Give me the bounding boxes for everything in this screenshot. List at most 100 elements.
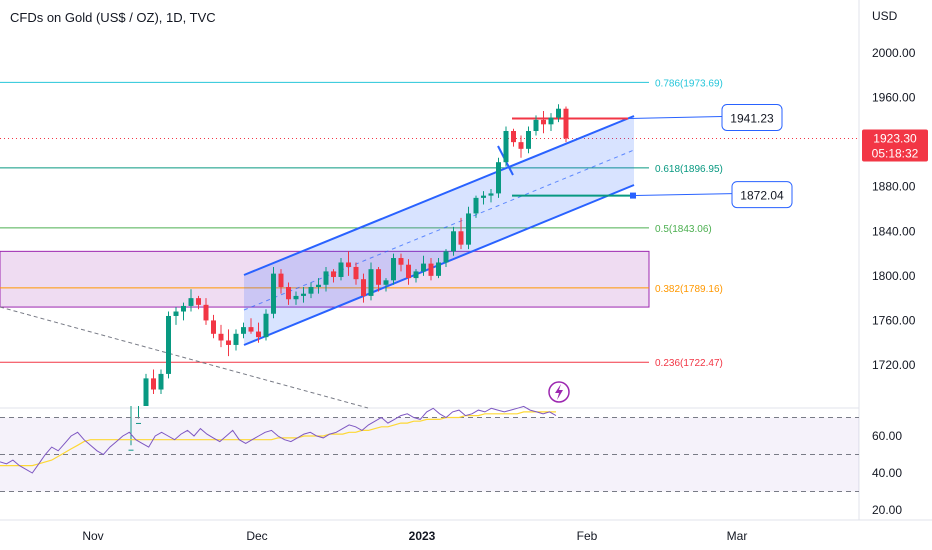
candle [436,258,441,279]
candle [556,104,561,123]
price-tick-label: 2000.00 [872,46,916,60]
candle [248,318,254,334]
fib-level-label: 0.618(1896.95) [655,164,723,175]
candlestick-series [128,104,569,451]
candle [541,110,546,134]
candle [443,249,449,267]
downtrend-line[interactable] [0,306,369,409]
candle [496,157,501,198]
candle [316,278,321,294]
candle [158,369,164,394]
callout-leader [632,193,733,197]
candle [128,406,134,451]
candle [166,311,171,379]
callout-label: 1872.04 [740,189,784,203]
candle [511,128,516,147]
last-price-value: 1923.30 [873,131,917,145]
currency-label: USD [872,9,898,23]
candle [548,113,554,131]
time-tick-label: Feb [577,529,598,543]
candle [293,291,299,305]
fib-level-label: 0.5(1843.06) [655,224,712,235]
candle [218,324,224,348]
candle [331,269,336,283]
lightning-icon[interactable] [548,381,570,403]
candle [398,253,404,272]
candle [188,289,194,312]
candle [376,266,381,292]
callout-anchor[interactable] [630,192,636,199]
price-tick-label: 1720.00 [872,358,916,372]
candle [263,309,269,341]
time-tick-label: Nov [82,529,103,543]
time-tick-label: 2023 [409,529,436,543]
candle [428,258,434,281]
channel-upper-line[interactable] [243,115,635,276]
candle [563,106,569,143]
candle [196,295,201,310]
candle [136,406,141,424]
candle [533,115,539,136]
candle [151,369,156,394]
horizontal-levels[interactable]: 1941.23 1872.04 [512,103,793,209]
candle [406,259,411,285]
candle [226,329,231,357]
candle [503,126,509,167]
rsi-line[interactable] [0,405,557,474]
candle [173,307,179,325]
candle [368,262,374,301]
candle [241,322,246,339]
callout-label: 1941.23 [730,111,774,125]
candle [338,258,344,281]
rsi-ma-line[interactable] [0,411,556,467]
candle [413,269,419,283]
time-tick-label: Mar [727,529,748,543]
candle [473,195,479,218]
fib-level-label: 0.236(1722.47) [655,358,723,369]
candle [421,255,426,276]
candle [466,206,471,250]
candle [233,329,239,351]
candle [143,373,149,406]
candle [481,191,486,205]
callout-box[interactable] [731,181,793,209]
candle [353,262,359,285]
candle [488,188,494,203]
callout-box[interactable] [721,103,783,131]
candle [361,273,366,303]
price-tick-label: 1840.00 [872,224,916,238]
channel-mid-line[interactable] [243,149,635,311]
rsi-tick-label: 20.00 [872,503,902,517]
price-tick-label: 1760.00 [872,313,916,327]
time-tick-label: Dec [246,529,267,543]
candle [181,302,186,321]
price-tick-label: 1800.00 [872,269,916,283]
candle [451,226,456,256]
candle [346,251,351,276]
candle [518,135,524,158]
callout-leader [627,115,723,119]
candle [278,269,284,294]
candle [203,298,209,325]
candle [308,282,314,299]
bar-countdown: 05:18:32 [872,146,919,160]
candle [286,282,291,305]
rsi-indicator[interactable] [0,405,859,492]
rsi-axis[interactable]: 60.00 40.00 20.00 [872,429,902,517]
fib-retracement[interactable]: 0.786(1973.69) 0.618(1896.95) 0.5(1843.06)… [0,78,723,369]
time-axis[interactable]: Nov Dec 2023 Feb Mar [82,529,747,543]
price-tick-label: 1880.00 [872,180,916,194]
chart-title: CFDs on Gold (US$ / OZ), 1D, TVC [10,10,216,25]
rsi-tick-label: 60.00 [872,429,902,443]
candle [323,266,329,292]
fib-level-label: 0.382(1789.16) [655,284,723,295]
rsi-tick-label: 40.00 [872,466,902,480]
price-tick-label: 1960.00 [872,91,916,105]
candle [271,266,276,319]
candle [383,278,389,292]
candle [458,217,464,250]
candle [256,322,261,343]
candle [211,314,216,339]
